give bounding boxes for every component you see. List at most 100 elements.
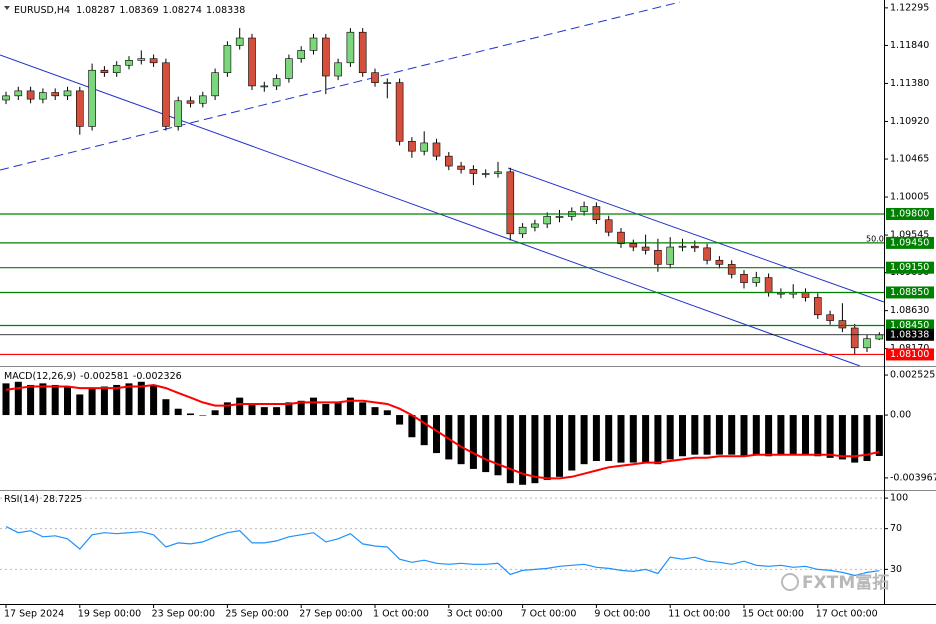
histogram-bar [88,388,96,416]
histogram-bar [556,415,563,477]
histogram-bar [494,415,502,476]
close-value: 1.08338 [206,5,245,16]
candle-body [469,169,478,174]
candle-body [309,37,318,51]
candle-body [654,250,662,265]
y-tick-label: 1.10005 [890,192,929,203]
histogram-bar [371,407,379,416]
histogram-bar [310,397,317,416]
histogram-bar [346,397,354,416]
histogram-bar [273,407,281,416]
histogram-bar [765,415,773,457]
candle-body [174,100,182,127]
histogram-bar [814,415,822,457]
histogram-bar [642,415,650,463]
candle-body [850,327,859,349]
y-tick-label: 100 [890,493,908,504]
histogram-bar [875,415,883,456]
histogram-bar [863,415,871,462]
x-tick-label: 27 Sep 00:00 [299,609,362,620]
histogram-bar [334,402,342,416]
histogram-bar [359,402,367,416]
candle-body [125,60,133,66]
annotation: 50.0 [866,234,884,243]
candle-body [260,85,269,88]
histogram-bar [519,415,527,485]
level-label-box [886,348,934,361]
candle-body [248,37,256,87]
histogram-bar [654,415,662,465]
candle-body [801,292,810,298]
candle-body [420,142,429,152]
histogram-bar [506,415,514,484]
rsi-title: RSI(14) 28.7225 [4,494,82,505]
rsi-line [5,526,880,577]
macd-value: -0.002581 [80,371,129,382]
candle-body [235,37,244,46]
x-tick-label: 19 Sep 00:00 [78,609,141,620]
channel-line [507,167,885,303]
histogram-bar [39,383,47,416]
candle-body [346,31,355,64]
candle-body [199,95,207,104]
candle-body [641,246,650,251]
histogram-bar [150,384,158,416]
y-tick-label: 30 [890,564,902,575]
histogram-bar [703,415,711,455]
histogram-bar [715,415,723,455]
x-tick-label: 15 Oct 00:00 [742,609,804,620]
histogram-bar [27,384,35,416]
signal-line [5,383,880,480]
axis-layer: 1.12295 1.11840 1.11380 1.10920 1.10465 1.100… [4,2,936,619]
histogram-bar [752,415,760,455]
candle-body [14,90,23,97]
candle-body [826,314,834,321]
candle-body [875,334,884,340]
candle-body [678,245,687,248]
histogram-bar [433,415,440,454]
histogram-bar [629,415,637,463]
candle-body [432,142,441,157]
level-label-box [886,207,934,220]
histogram-bar [285,402,293,416]
candle-body [39,92,47,100]
candle-body [690,245,699,249]
histogram-bar [826,415,834,458]
candle-body [211,72,219,97]
histogram-bar [408,415,416,438]
y-tick-label: 70 [890,523,902,534]
histogram-bar [14,381,22,416]
histogram-bar [260,407,268,416]
x-tick-label: 11 Oct 00:00 [668,609,730,620]
candle-body [518,226,527,235]
candle-body [297,50,306,59]
candle-body [457,165,465,170]
histogram-bar [223,402,231,416]
candle-body [383,82,392,84]
histogram-bar [51,384,59,416]
histogram-bar [100,386,108,416]
candle-body [408,140,416,152]
grid-layer [0,497,884,570]
histogram-bar [580,415,588,465]
histogram-bar [2,383,10,416]
candle-body [531,223,539,228]
candle-body [162,62,170,127]
candle-body [272,78,281,87]
candle-body [838,320,847,329]
level-label-box [886,319,934,332]
histogram-bar [211,410,219,416]
candle-body [543,216,552,225]
x-tick-label: 17 Sep 2024 [4,609,64,620]
low-value: 1.08274 [163,5,202,16]
plot-layer: 50.0 [0,28,884,577]
current-price-box [886,328,934,341]
level-label: 1.08100 [890,349,929,360]
x-tick-label: 9 Oct 00:00 [594,609,650,620]
histogram-bar [125,383,133,416]
rsi-value: 28.7225 [43,494,82,505]
histogram-bar [679,415,686,457]
histogram-bar [482,415,490,473]
candle-body [100,69,109,74]
